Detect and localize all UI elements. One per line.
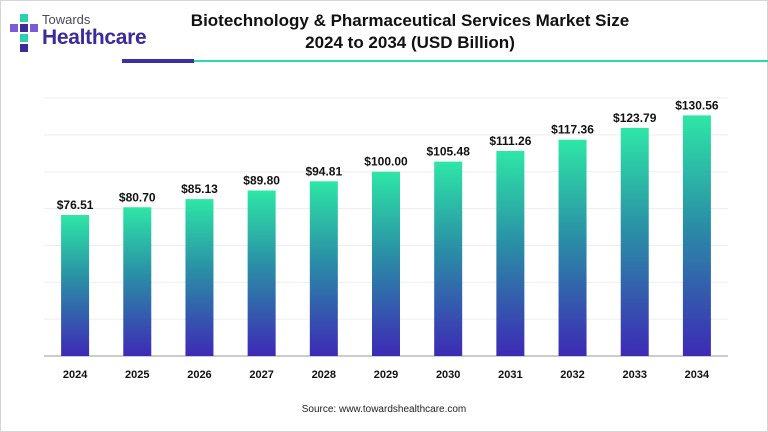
x-tick-label-2030: 2030 [436, 369, 460, 381]
bar-2026 [185, 199, 214, 356]
bar-2031 [496, 150, 525, 356]
chart-title-line-2: 2024 to 2034 (USD Billion) [305, 33, 515, 52]
data-label-2031: $111.26 [489, 134, 531, 148]
logo-cross-icon [10, 14, 38, 52]
data-label-2029: $100.00 [364, 155, 408, 169]
x-tick-label-2029: 2029 [374, 369, 398, 381]
data-label-2034: $130.56 [675, 98, 719, 112]
bar-2033 [620, 127, 649, 356]
bar-2034 [682, 115, 711, 356]
logo-text-big: Healthcare [42, 26, 147, 49]
chart-title: Biotechnology & Pharmaceutical Services … [150, 10, 670, 54]
data-label-2025: $80.70 [119, 190, 156, 204]
bar-2027 [247, 190, 276, 356]
data-label-2027: $89.80 [243, 174, 280, 188]
source-note: Source: www.towardshealthcare.com [301, 404, 467, 415]
bar-2025 [123, 207, 152, 356]
data-label-2024: $76.51 [57, 198, 94, 212]
bar-2030 [434, 161, 463, 356]
x-tick-label-2026: 2026 [187, 369, 211, 381]
chart-title-line-1: Biotechnology & Pharmaceutical Services … [190, 11, 630, 30]
bar-2028 [309, 181, 338, 356]
towards-healthcare-logo: Towards Healthcare [10, 12, 150, 56]
header-rule-accent [122, 59, 194, 63]
logo-text-small: Towards [42, 12, 91, 27]
bar-2024 [61, 215, 90, 356]
x-tick-label-2034: 2034 [685, 369, 710, 381]
x-tick-label-2027: 2027 [249, 369, 273, 381]
data-label-2033: $123.79 [613, 111, 657, 125]
data-label-2028: $94.81 [305, 164, 342, 178]
header-rule [194, 60, 768, 62]
x-tick-label-2024: 2024 [63, 369, 88, 381]
data-label-2032: $117.36 [551, 123, 594, 137]
x-tick-label-2025: 2025 [125, 369, 149, 381]
data-label-2026: $85.13 [181, 182, 218, 196]
data-label-2030: $105.48 [426, 145, 470, 159]
x-tick-label-2033: 2033 [622, 369, 646, 381]
x-tick-label-2032: 2032 [560, 369, 584, 381]
x-tick-label-2031: 2031 [498, 369, 522, 381]
bar-2029 [372, 171, 400, 356]
bar-2032 [558, 139, 587, 356]
x-tick-label-2028: 2028 [312, 369, 336, 381]
